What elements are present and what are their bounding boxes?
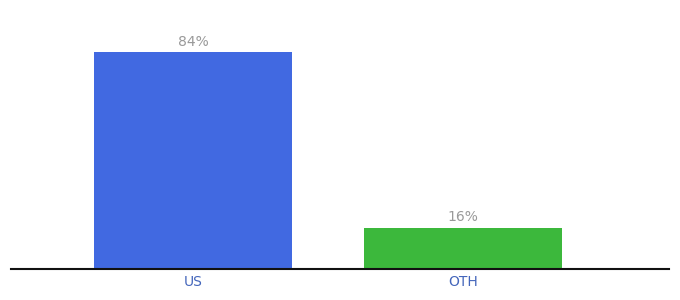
Bar (364, 228, 562, 269)
Bar (95, 52, 292, 269)
Text: 84%: 84% (178, 34, 209, 49)
Text: 16%: 16% (447, 210, 478, 224)
